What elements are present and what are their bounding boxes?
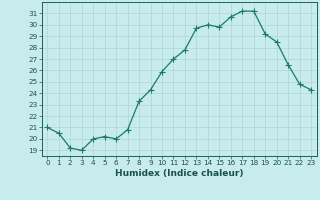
X-axis label: Humidex (Indice chaleur): Humidex (Indice chaleur): [115, 169, 244, 178]
